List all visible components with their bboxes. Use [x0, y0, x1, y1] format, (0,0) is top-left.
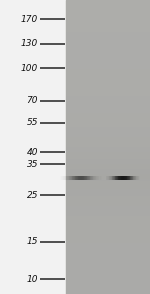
- Text: 170: 170: [21, 15, 38, 24]
- Text: 35: 35: [27, 160, 38, 169]
- Text: 15: 15: [27, 238, 38, 246]
- Text: 25: 25: [27, 191, 38, 200]
- Text: 100: 100: [21, 64, 38, 73]
- Bar: [66, 0, 150, 294]
- Text: 130: 130: [21, 39, 38, 49]
- Bar: [0, 0, 66, 294]
- Text: 55: 55: [27, 118, 38, 127]
- Text: 10: 10: [27, 275, 38, 284]
- Text: 70: 70: [27, 96, 38, 105]
- Text: 40: 40: [27, 148, 38, 156]
